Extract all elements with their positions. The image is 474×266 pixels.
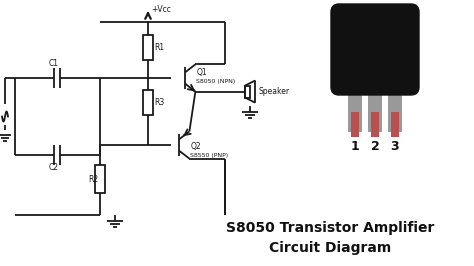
Bar (143, 35, 153, 60)
Text: Speaker: Speaker (259, 87, 290, 96)
Text: C1: C1 (49, 60, 59, 69)
Text: S8050 Transistor Amplifier: S8050 Transistor Amplifier (226, 221, 434, 235)
Text: S8050 (NPN): S8050 (NPN) (196, 80, 236, 85)
Text: R2: R2 (88, 174, 98, 184)
Bar (245, 86, 250, 98)
Text: +Vcc: +Vcc (151, 6, 171, 15)
Text: 2: 2 (371, 139, 379, 152)
Text: 1: 1 (351, 139, 359, 152)
Bar (348, 82, 362, 132)
Text: C2: C2 (49, 164, 59, 172)
Bar (388, 82, 402, 132)
Bar (351, 112, 359, 137)
Text: S8550 (PNP): S8550 (PNP) (190, 153, 228, 159)
Bar (391, 112, 399, 137)
Bar (368, 82, 382, 132)
Text: S8050: S8050 (351, 43, 400, 56)
Bar (95, 165, 105, 193)
Text: Q2: Q2 (190, 143, 201, 152)
Text: R3: R3 (154, 98, 164, 107)
Text: 3: 3 (391, 139, 399, 152)
Text: Circuit Diagram: Circuit Diagram (269, 241, 391, 255)
Text: R1: R1 (154, 43, 164, 52)
Bar (143, 90, 153, 115)
Text: Q1: Q1 (196, 69, 207, 77)
FancyBboxPatch shape (331, 4, 419, 95)
Bar (371, 112, 379, 137)
